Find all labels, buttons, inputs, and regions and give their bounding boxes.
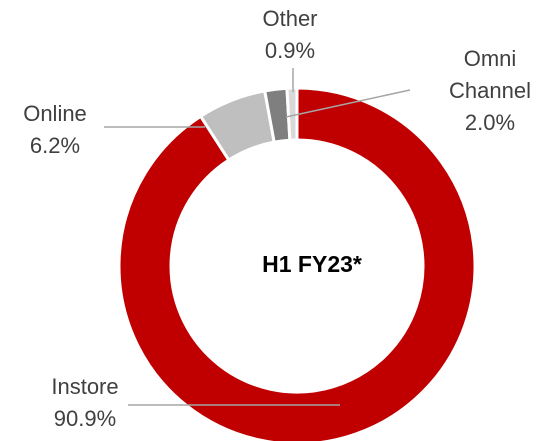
category-label: Other (262, 6, 317, 31)
category-label: Instore (51, 374, 118, 399)
value-label: 0.9% (265, 38, 315, 63)
category-label: Omni Channel (449, 46, 531, 103)
category-label: Online (23, 101, 87, 126)
center-label: H1 FY23* (262, 251, 362, 277)
value-label: 2.0% (465, 110, 515, 135)
donut-segment (285, 86, 299, 142)
donut-segment (117, 86, 477, 441)
value-label: 6.2% (30, 133, 80, 158)
leader-line (285, 89, 411, 118)
value-label: 90.9% (54, 406, 116, 431)
